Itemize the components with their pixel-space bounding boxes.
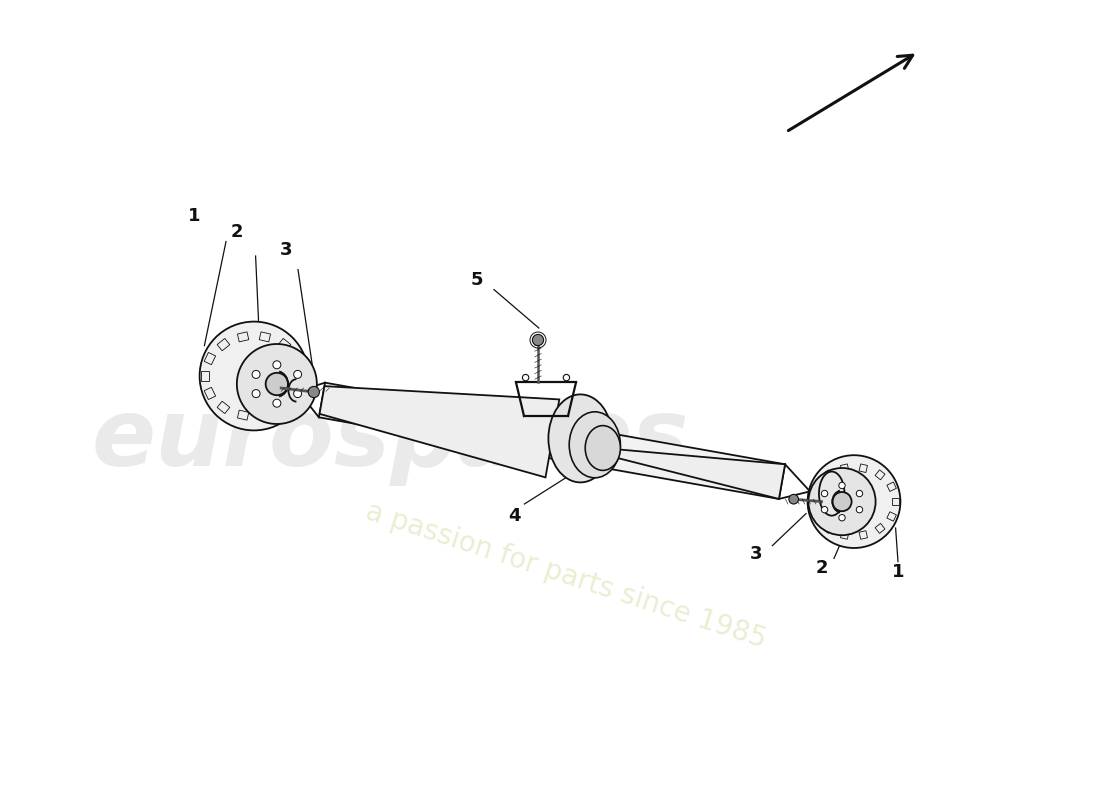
Circle shape xyxy=(789,494,799,504)
Bar xyxy=(299,371,307,381)
Circle shape xyxy=(273,361,280,369)
Circle shape xyxy=(822,506,827,513)
Text: 2: 2 xyxy=(230,223,243,241)
Bar xyxy=(859,530,868,539)
Text: eurospares: eurospares xyxy=(91,394,689,486)
Circle shape xyxy=(236,344,317,424)
Bar xyxy=(278,402,290,414)
Text: 1: 1 xyxy=(188,207,200,225)
Circle shape xyxy=(563,374,570,381)
Bar xyxy=(840,464,849,473)
Bar xyxy=(260,332,271,342)
Bar xyxy=(823,523,833,534)
Ellipse shape xyxy=(256,354,300,417)
Ellipse shape xyxy=(569,412,620,478)
Circle shape xyxy=(807,455,901,548)
Ellipse shape xyxy=(820,471,845,516)
Circle shape xyxy=(294,390,301,398)
Bar xyxy=(887,512,896,521)
Bar xyxy=(278,338,290,350)
Text: 2: 2 xyxy=(816,559,828,577)
Circle shape xyxy=(308,386,319,398)
Bar xyxy=(238,410,249,420)
Bar xyxy=(205,353,216,365)
Bar xyxy=(260,410,271,420)
Bar xyxy=(887,482,896,491)
Bar xyxy=(840,530,849,539)
Text: 5: 5 xyxy=(470,271,483,289)
Circle shape xyxy=(532,334,543,346)
Circle shape xyxy=(199,322,308,430)
Bar xyxy=(812,482,821,491)
Bar xyxy=(293,387,304,399)
Circle shape xyxy=(808,468,876,535)
Bar xyxy=(293,353,304,365)
Circle shape xyxy=(822,490,827,497)
Polygon shape xyxy=(319,386,559,478)
Bar xyxy=(217,402,230,414)
Circle shape xyxy=(294,370,301,378)
Text: 4: 4 xyxy=(508,507,520,525)
Circle shape xyxy=(252,370,260,378)
Text: a passion for parts since 1985: a passion for parts since 1985 xyxy=(362,498,770,654)
Bar xyxy=(823,470,833,480)
Bar xyxy=(808,498,816,505)
Polygon shape xyxy=(613,449,785,499)
Bar xyxy=(876,470,886,480)
Bar xyxy=(812,512,821,521)
Circle shape xyxy=(522,374,529,381)
Text: 1: 1 xyxy=(892,563,904,581)
Circle shape xyxy=(833,492,851,511)
Circle shape xyxy=(839,482,845,489)
Bar xyxy=(876,523,886,534)
Circle shape xyxy=(856,506,862,513)
Circle shape xyxy=(273,399,280,407)
Circle shape xyxy=(265,373,288,395)
Bar xyxy=(201,371,209,381)
Circle shape xyxy=(839,514,845,521)
Text: 3: 3 xyxy=(750,546,762,563)
Bar xyxy=(859,464,868,473)
Bar xyxy=(238,332,249,342)
Polygon shape xyxy=(319,382,785,499)
Circle shape xyxy=(856,490,862,497)
Circle shape xyxy=(252,390,260,398)
Text: 3: 3 xyxy=(279,241,293,258)
Ellipse shape xyxy=(585,426,620,470)
Bar xyxy=(217,338,230,350)
Bar xyxy=(892,498,900,505)
Ellipse shape xyxy=(549,394,613,482)
Bar xyxy=(205,387,216,399)
